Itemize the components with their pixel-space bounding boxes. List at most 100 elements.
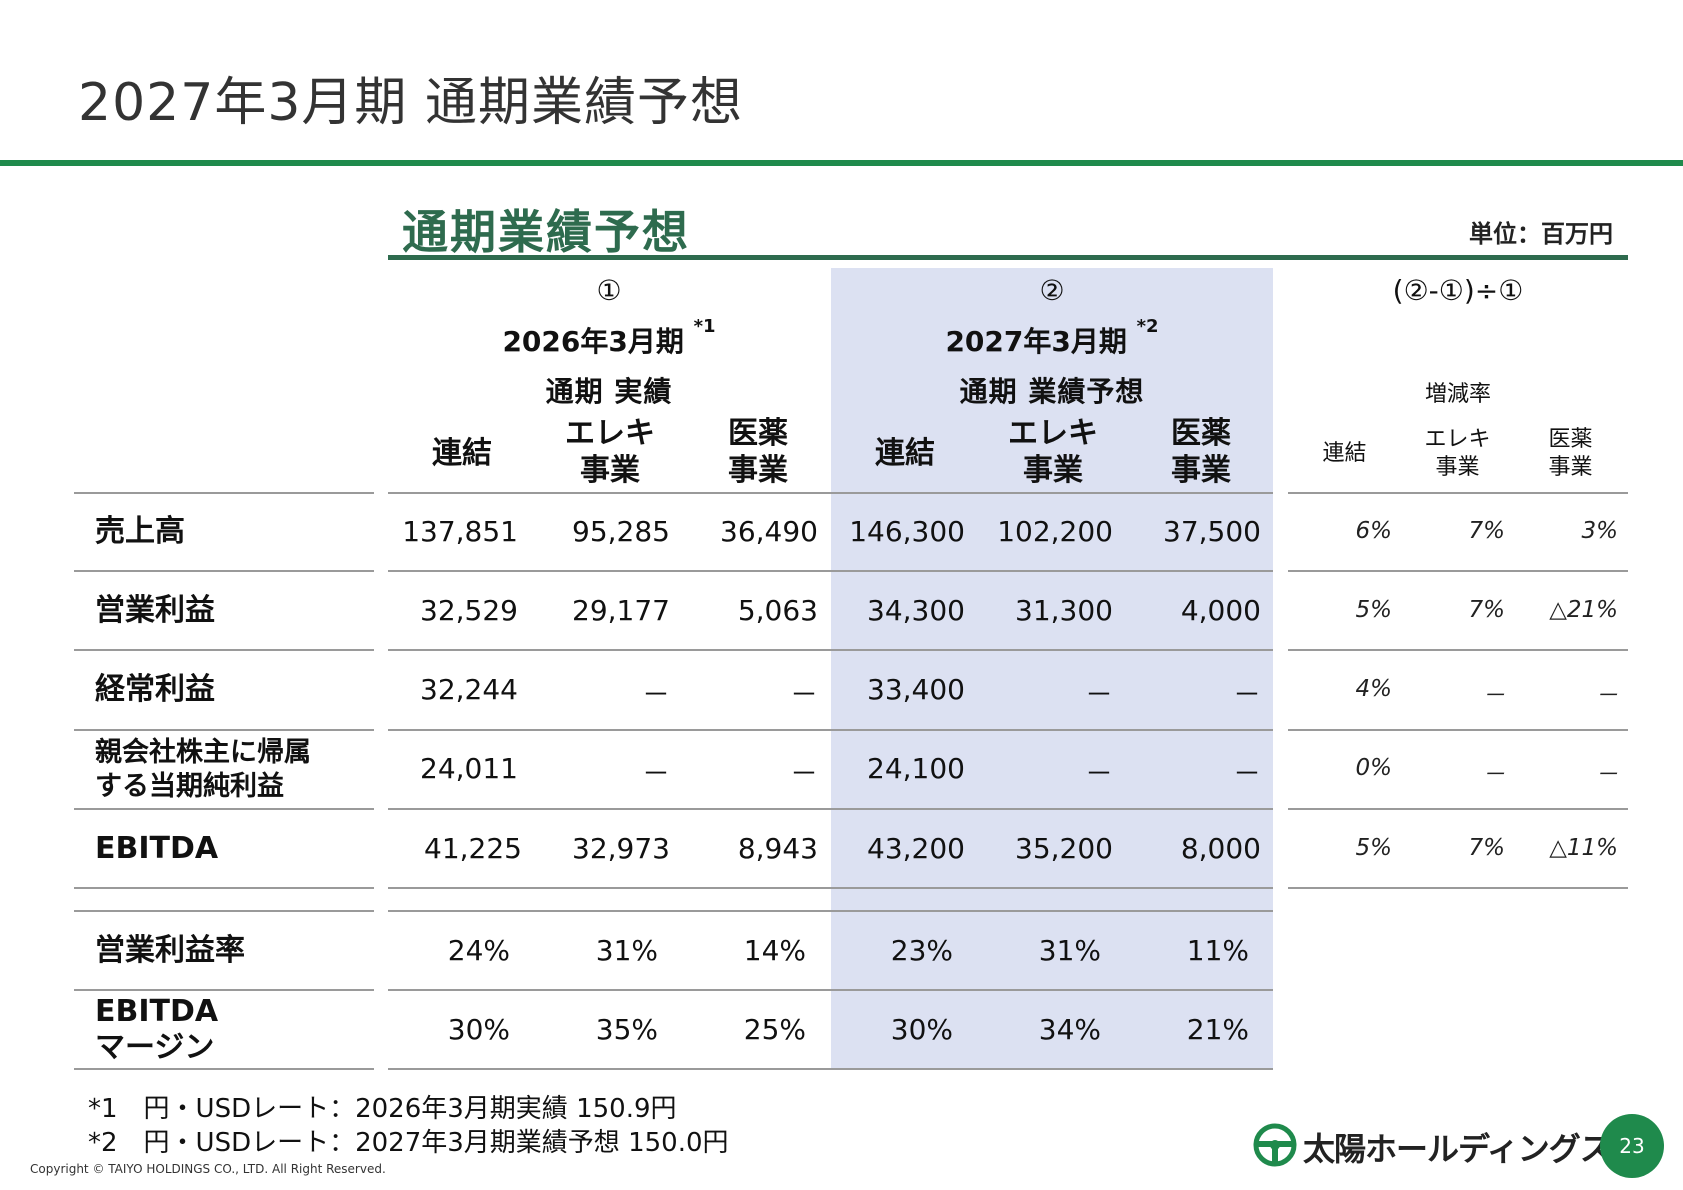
rule-data bbox=[388, 989, 1273, 991]
table-cell: 31,300 bbox=[1015, 594, 1113, 627]
forecast-highlight-band bbox=[831, 268, 1273, 1070]
rule-data bbox=[388, 910, 1273, 912]
table-cell: 37,500 bbox=[1163, 515, 1261, 548]
change-cell: △21% bbox=[1549, 597, 1618, 623]
table-cell: 4,000 bbox=[1180, 594, 1261, 627]
row-label-ebitda-margin: EBITDA マージン bbox=[95, 994, 219, 1065]
table-cell: － bbox=[789, 678, 818, 711]
change-cell: － bbox=[1482, 762, 1505, 788]
col-med-3: 医薬 事業 bbox=[1548, 427, 1593, 480]
table-cell: － bbox=[789, 757, 818, 790]
table-cell: 29,177 bbox=[572, 594, 670, 627]
rule-label bbox=[74, 1068, 374, 1070]
page-number: 23 bbox=[1600, 1114, 1664, 1178]
change-cell: 5% bbox=[1355, 597, 1393, 623]
rule-label bbox=[74, 729, 374, 731]
table-cell: 31% bbox=[595, 934, 658, 967]
row-label-operating-margin: 営業利益率 bbox=[95, 933, 245, 968]
footnote-2: *2 円・USDレート：2027年3月期業績予想 150.0円 bbox=[88, 1128, 729, 1158]
row-label-net-income: 親会社株主に帰属 する当期純利益 bbox=[95, 737, 311, 802]
change-cell: － bbox=[1595, 683, 1618, 709]
table-cell: 24,011 bbox=[420, 752, 518, 785]
table-cell: 32,973 bbox=[572, 832, 670, 865]
table-cell: 30% bbox=[447, 1013, 510, 1046]
change-cell: 6% bbox=[1355, 518, 1393, 544]
rule-chg bbox=[1288, 729, 1628, 731]
change-cell: 7% bbox=[1468, 518, 1506, 544]
table-cell: 146,300 bbox=[849, 515, 965, 548]
table-cell: 95,285 bbox=[572, 515, 670, 548]
col-med-2: 医薬 事業 bbox=[1171, 416, 1231, 488]
table-cell: － bbox=[1232, 757, 1261, 790]
table-cell: 32,529 bbox=[420, 594, 518, 627]
rule-label bbox=[74, 649, 374, 651]
group3-formula: (②-①)÷① bbox=[1392, 274, 1524, 307]
table-cell: 32,244 bbox=[420, 673, 518, 706]
rule-label bbox=[74, 808, 374, 810]
rule-chg bbox=[1288, 649, 1628, 651]
table-cell: 14% bbox=[743, 934, 806, 967]
change-cell: － bbox=[1482, 683, 1505, 709]
rule-data bbox=[388, 808, 1273, 810]
logo-text: 太陽ホールディングス bbox=[1303, 1130, 1612, 1168]
change-cell: 7% bbox=[1468, 835, 1506, 861]
row-label-sales: 売上高 bbox=[95, 514, 185, 549]
change-cell: 4% bbox=[1355, 676, 1393, 702]
table-cell: 41,225 bbox=[424, 832, 522, 865]
row-label-ordinary-income: 経常利益 bbox=[95, 672, 215, 707]
table-cell: 36,490 bbox=[720, 515, 818, 548]
table-cell: 23% bbox=[890, 934, 953, 967]
change-cell: 0% bbox=[1355, 755, 1393, 781]
group2-subtitle: 通期 業績予想 bbox=[959, 375, 1145, 408]
company-logo: 太陽ホールディングス bbox=[1253, 1122, 1612, 1172]
rule-chg bbox=[1288, 887, 1628, 889]
table-cell: 34,300 bbox=[867, 594, 965, 627]
table-cell: 30% bbox=[890, 1013, 953, 1046]
rule-data bbox=[388, 570, 1273, 572]
group1-subtitle: 通期 実績 bbox=[545, 375, 673, 408]
footnote-1: *1 円・USDレート：2026年3月期実績 150.9円 bbox=[88, 1094, 677, 1124]
row-label-operating-income: 営業利益 bbox=[95, 593, 215, 628]
table-cell: 31% bbox=[1038, 934, 1101, 967]
col-consolidated-3: 連結 bbox=[1322, 441, 1367, 466]
table-cell: 24% bbox=[447, 934, 510, 967]
col-consolidated-2: 連結 bbox=[875, 436, 935, 471]
rule-chg-header bbox=[1288, 492, 1628, 494]
table-cell: 34% bbox=[1038, 1013, 1101, 1046]
rule-chg bbox=[1288, 570, 1628, 572]
table-cell: 33,400 bbox=[867, 673, 965, 706]
table-cell: 5,063 bbox=[737, 594, 818, 627]
table-cell: － bbox=[1084, 757, 1113, 790]
table-cell: 11% bbox=[1186, 934, 1249, 967]
group3-subtitle: 増減率 bbox=[1424, 382, 1491, 407]
copyright: Copyright © TAIYO HOLDINGS CO., LTD. All… bbox=[30, 1162, 386, 1176]
table-cell: － bbox=[641, 678, 670, 711]
change-cell: 3% bbox=[1581, 518, 1619, 544]
rule-data bbox=[388, 887, 1273, 889]
col-med-1: 医薬 事業 bbox=[728, 416, 788, 488]
rule-label bbox=[74, 910, 374, 912]
section-divider bbox=[388, 255, 1628, 260]
col-elec-2: エレキ 事業 bbox=[1008, 416, 1098, 488]
change-cell: △11% bbox=[1549, 835, 1618, 861]
table-cell: 102,200 bbox=[997, 515, 1113, 548]
rule-data-header bbox=[388, 492, 1273, 494]
group1-period: 2026年3月期 *1 bbox=[502, 316, 716, 358]
table-cell: 137,851 bbox=[402, 515, 518, 548]
col-elec-3: エレキ 事業 bbox=[1424, 427, 1491, 480]
table-cell: 43,200 bbox=[867, 832, 965, 865]
table-cell: 8,943 bbox=[737, 832, 818, 865]
group1-circle: ① bbox=[596, 274, 622, 307]
row-label-ebitda: EBITDA bbox=[95, 831, 219, 866]
title-divider bbox=[0, 160, 1683, 166]
table-cell: － bbox=[1232, 678, 1261, 711]
table-cell: 25% bbox=[743, 1013, 806, 1046]
rule-chg bbox=[1288, 808, 1628, 810]
section-title: 通期業績予想 bbox=[402, 205, 690, 259]
page-title: 2027年3月期 通期業績予想 bbox=[78, 73, 743, 133]
table-cell: 35,200 bbox=[1015, 832, 1113, 865]
change-cell: 7% bbox=[1468, 597, 1506, 623]
table-cell: 8,000 bbox=[1180, 832, 1261, 865]
table-cell: 24,100 bbox=[867, 752, 965, 785]
rule-label bbox=[74, 887, 374, 889]
